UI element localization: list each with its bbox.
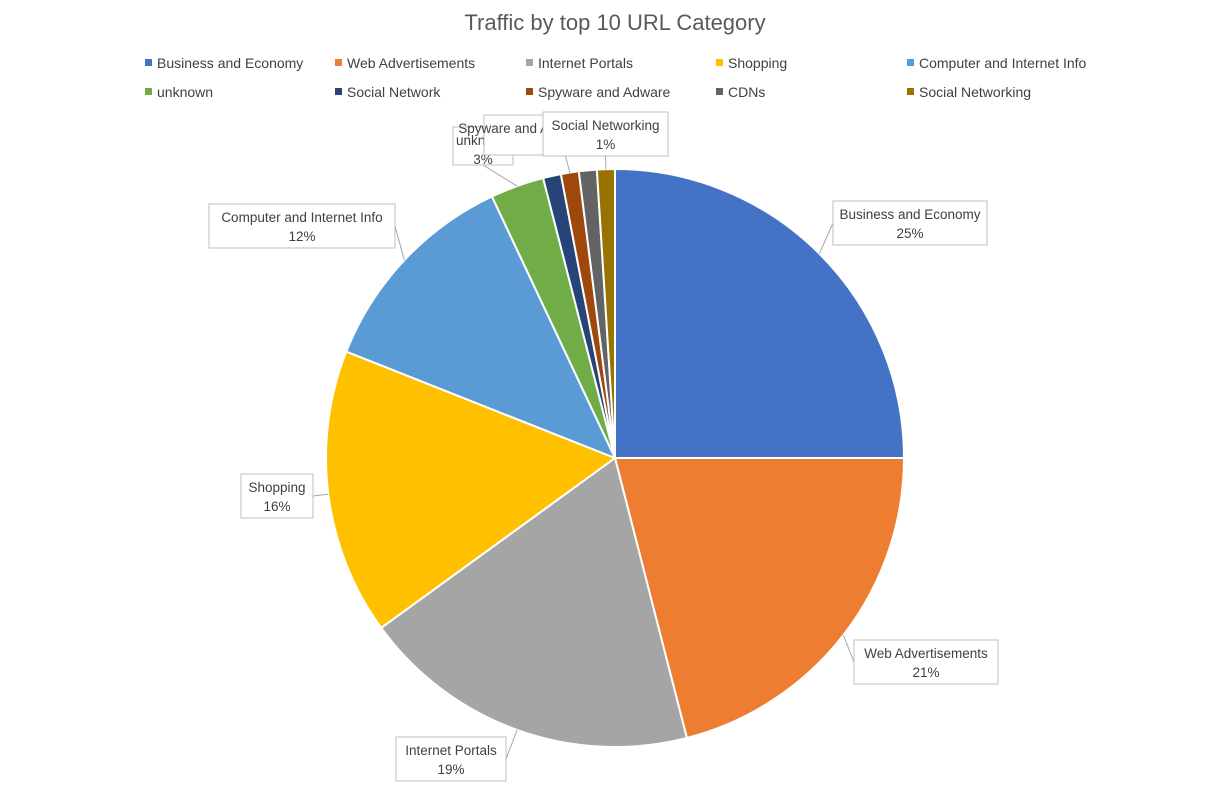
legend-label: unknown [157, 84, 213, 100]
data-label-shopping: Shopping 16% [240, 473, 314, 519]
legend-item-social-network: Social Network [335, 84, 441, 100]
legend-label: Web Advertisements [347, 55, 475, 71]
legend-item-business-and-economy: Business and Economy [145, 55, 303, 71]
data-label-category: Computer and Internet Info [221, 210, 382, 225]
leader-line-unknown [482, 164, 518, 187]
legend-swatch [526, 59, 533, 66]
data-label-category: Business and Economy [839, 207, 980, 222]
legend-swatch [335, 88, 342, 95]
legend-label: Shopping [728, 55, 787, 71]
data-label-value: 1% [596, 137, 616, 152]
slice-internet-portals [379, 456, 689, 748]
legend-label: Spyware and Adware [538, 84, 671, 100]
data-label-category: Shopping [248, 480, 305, 495]
legend-item-shopping: Shopping [716, 55, 787, 71]
legend-swatch [145, 88, 152, 95]
legend-item-social-networking: Social Networking [907, 84, 1031, 100]
leader-line-computer-and-internet-info [394, 225, 405, 261]
data-label-value: 25% [896, 226, 923, 241]
data-label-box [208, 203, 396, 249]
data-label-value: 19% [437, 762, 464, 777]
data-label-category: Internet Portals [405, 743, 497, 758]
legend-item-unknown: unknown [145, 84, 213, 100]
legend-swatch [716, 59, 723, 66]
data-label-box [240, 473, 314, 519]
data-label-value: 21% [912, 665, 939, 680]
data-label-business-and-economy: Business and Economy 25% [832, 200, 988, 246]
slice-computer-and-internet-info [344, 195, 617, 460]
leader-line-internet-portals [505, 729, 518, 760]
data-label-value: 16% [263, 499, 290, 514]
legend-label: Business and Economy [157, 55, 303, 71]
data-label-internet-portals: Internet Portals 19% [395, 736, 507, 782]
data-label-web-advertisements: Web Advertisements 21% [853, 639, 999, 685]
data-label-box [395, 736, 507, 782]
data-label-social-networking: Social Networking 1% [542, 111, 669, 157]
legend-item-web-advertisements: Web Advertisements [335, 55, 475, 71]
leader-line-web-advertisements [842, 634, 855, 663]
legend-label: Social Network [347, 84, 441, 100]
data-label-box [853, 639, 999, 685]
legend-item-internet-portals: Internet Portals [526, 55, 633, 71]
data-label-value: 12% [288, 229, 315, 244]
data-label-computer-and-internet-info: Computer and Internet Info 12% [208, 203, 396, 249]
leader-line-business-and-economy [818, 222, 834, 254]
chart-title: Traffic by top 10 URL Category [464, 10, 765, 35]
legend-swatch [335, 59, 342, 66]
legend-swatch [907, 59, 914, 66]
legend-swatch [716, 88, 723, 95]
leader-line-shopping [312, 493, 329, 497]
legend-label: CDNs [728, 84, 765, 100]
slice-shopping [325, 350, 618, 630]
legend-label: Computer and Internet Info [919, 55, 1087, 71]
legend-label: Social Networking [919, 84, 1031, 100]
legend-item-spyware-and-adware: Spyware and Adware [526, 84, 671, 100]
legend-item-cdns: CDNs [716, 84, 765, 100]
data-label-category: Web Advertisements [864, 646, 988, 661]
slice-web-advertisements [613, 457, 906, 740]
data-label-value: 3% [473, 152, 493, 167]
data-label-box [832, 200, 988, 246]
legend-label: Internet Portals [538, 55, 633, 71]
data-label-box [542, 111, 669, 157]
data-labels: Business and Economy 25% Web Advertisement… [208, 111, 999, 782]
legend-swatch [145, 59, 152, 66]
legend: Business and Economy Web Advertisements In… [145, 55, 1087, 100]
slice-business-and-economy [614, 167, 906, 459]
pie-slices [325, 167, 906, 748]
legend-swatch [907, 88, 914, 95]
legend-swatch [526, 88, 533, 95]
data-label-category: Social Networking [551, 118, 659, 133]
legend-item-computer-and-internet-info: Computer and Internet Info [907, 55, 1087, 71]
